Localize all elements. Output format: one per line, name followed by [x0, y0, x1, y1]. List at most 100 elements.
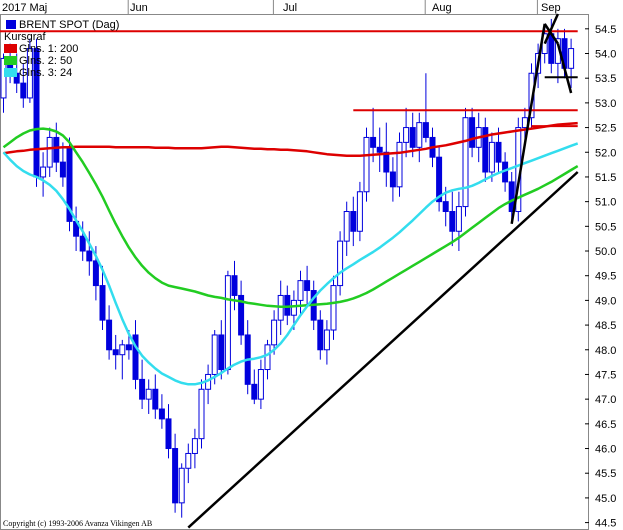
candle-up: [198, 388, 205, 440]
candle-up: [119, 344, 126, 356]
plot-border: [0, 14, 589, 530]
candle-down: [304, 280, 311, 292]
candle-down: [79, 235, 86, 252]
candle-up: [26, 48, 33, 99]
candle-up: [264, 344, 271, 371]
candle-up: [271, 319, 278, 346]
candle-down: [508, 181, 515, 213]
y-tick-label: 47.5: [595, 369, 616, 381]
candle-up: [396, 141, 403, 188]
candle-up: [46, 136, 53, 168]
candle-up: [257, 369, 264, 400]
y-tick-label: 44.5: [595, 518, 616, 530]
candle-up: [363, 136, 370, 193]
ma24-line: [2, 142, 579, 386]
candle-down: [495, 141, 502, 163]
candle-down: [59, 161, 66, 178]
candle-down: [370, 136, 377, 148]
trend-line: [543, 23, 559, 45]
candle-down: [469, 117, 476, 148]
candle-down: [165, 418, 172, 450]
candle-down: [482, 127, 489, 173]
candle-up: [330, 285, 337, 331]
horizontal-levels: [0, 30, 578, 128]
candle-up: [191, 438, 198, 454]
candle-down: [251, 383, 258, 400]
trend-line: [187, 171, 579, 529]
candle-down: [125, 344, 132, 351]
y-tick-label: 53.0: [595, 98, 616, 110]
candle-up: [488, 141, 495, 173]
y-tick-label: 49.5: [595, 271, 616, 283]
candle-up: [290, 299, 297, 316]
legend-label-ma200: Glns. 1: 200: [19, 43, 78, 55]
y-tick-label: 52.0: [595, 147, 616, 159]
candle-down: [383, 151, 390, 173]
candle-down: [409, 127, 416, 148]
candle-down: [436, 156, 443, 203]
candle-down: [218, 334, 225, 371]
y-tick-label: 48.0: [595, 345, 616, 357]
candle-down: [112, 349, 119, 356]
copyright-text: Copyright (c) 1993-2006 Avanza Vikingen …: [3, 519, 152, 528]
legend-swatch-ma24: [4, 68, 17, 77]
moving-average-lines: [2, 121, 579, 386]
candle-up: [40, 166, 47, 178]
trend-line: [543, 13, 560, 45]
legend-header: Kursgraf: [4, 31, 47, 43]
x-tick-label: Jul: [283, 2, 297, 14]
y-tick-label: 46.0: [595, 444, 616, 456]
legend-label-ma24: Glns. 3: 24: [19, 67, 72, 79]
candle-up: [0, 57, 7, 99]
chart-title: BRENT SPOT (Dag): [19, 19, 119, 31]
candle-up: [356, 191, 363, 232]
trend-lines: [187, 13, 579, 529]
candle-down: [376, 146, 383, 153]
candle-up: [185, 452, 192, 469]
candle-down: [442, 201, 449, 213]
legend-swatch-price: [6, 20, 16, 29]
y-tick-label: 52.5: [595, 123, 616, 135]
y-tick-label: 53.5: [595, 73, 616, 85]
y-tick-label: 50.0: [595, 246, 616, 258]
y-tick-label: 51.5: [595, 172, 616, 184]
plot-area: [0, 0, 589, 530]
y-tick-label: 46.5: [595, 419, 616, 431]
candle-down: [132, 334, 139, 380]
candle-up: [403, 127, 410, 143]
legend: BRENT SPOT (Dag) Kursgraf Glns. 1: 200 G…: [4, 19, 119, 79]
candle-up: [297, 280, 304, 301]
candle-up: [145, 388, 152, 400]
candle-down: [350, 211, 357, 232]
x-tick-label: Sep: [541, 2, 561, 14]
candle-down: [231, 275, 238, 296]
y-tick-label: 48.5: [595, 320, 616, 332]
y-tick-label: 49.0: [595, 295, 616, 307]
candle-down: [422, 122, 429, 138]
candle-up: [416, 122, 423, 148]
y-tick-label: 45.0: [595, 493, 616, 505]
month-separators: [127, 0, 538, 14]
candle-down: [53, 136, 60, 163]
trend-line: [556, 43, 573, 94]
legend-swatch-ma50: [4, 56, 17, 65]
legend-label-ma50: Glns. 2: 50: [19, 55, 72, 67]
candle-down: [238, 294, 245, 336]
candle-up: [323, 329, 330, 351]
y-tick-label: 50.5: [595, 221, 616, 233]
candle-down: [92, 260, 99, 287]
candle-up: [178, 467, 185, 504]
candle-up: [211, 334, 218, 375]
candle-up: [462, 117, 469, 208]
candle-up: [455, 206, 462, 232]
candle-down: [172, 448, 179, 504]
candle-down: [449, 211, 456, 232]
x-tick-label: Aug: [432, 2, 452, 14]
candle-down: [20, 82, 27, 99]
trend-line: [510, 23, 546, 225]
candle-up: [337, 240, 344, 287]
candle-up: [568, 48, 575, 69]
candle-up: [343, 211, 350, 242]
